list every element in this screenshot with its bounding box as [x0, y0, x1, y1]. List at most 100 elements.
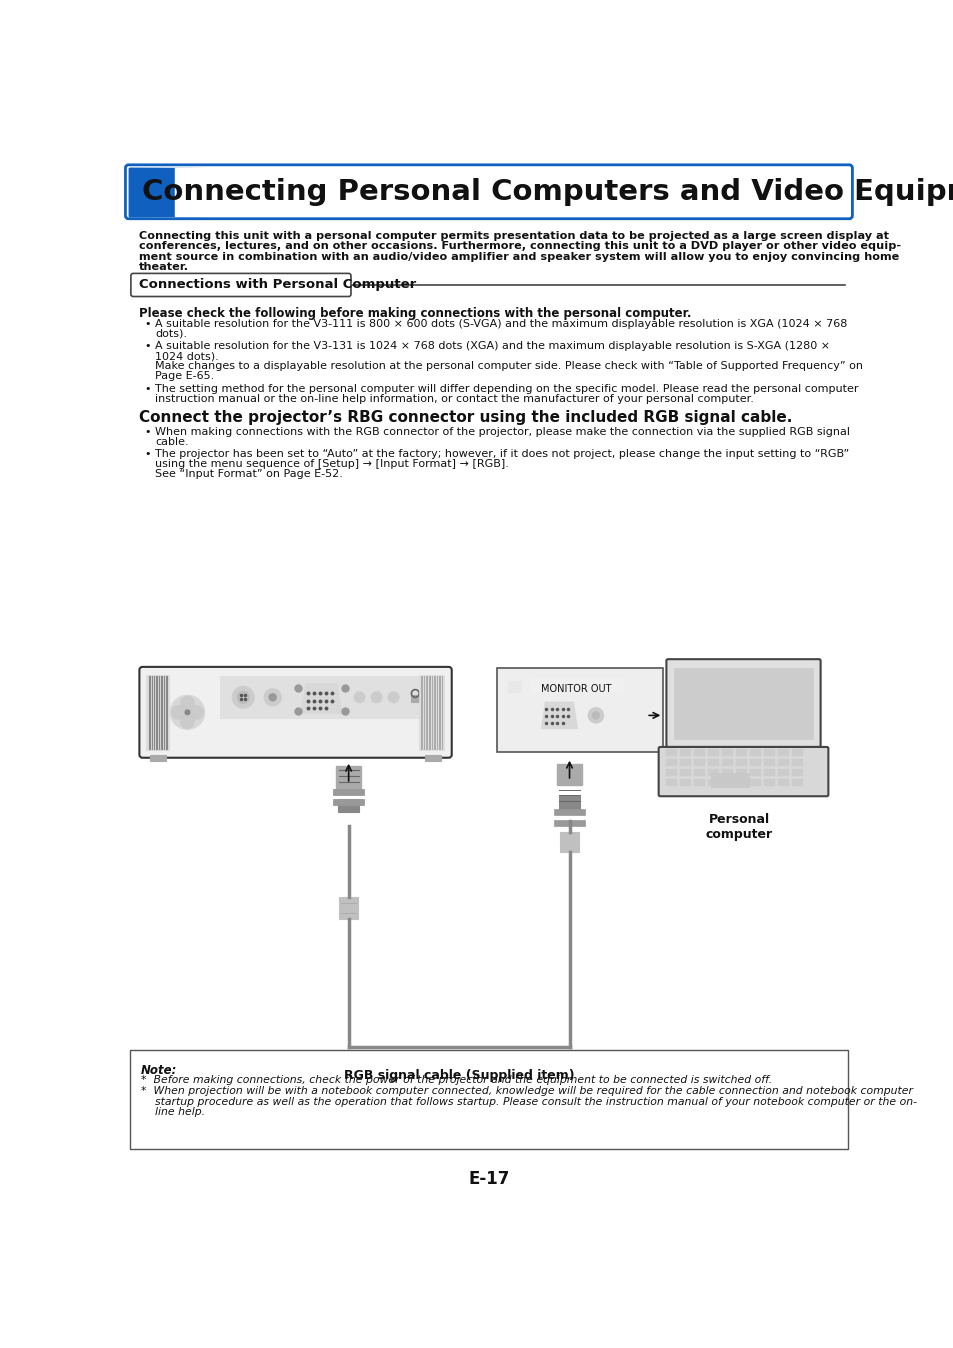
Circle shape — [171, 696, 204, 729]
Bar — [188, 168, 190, 216]
Bar — [151, 168, 152, 216]
Bar — [220, 677, 429, 718]
Bar — [197, 168, 199, 216]
Bar — [136, 168, 137, 216]
Bar — [186, 168, 187, 216]
Bar — [679, 768, 691, 776]
Bar — [159, 168, 160, 216]
Bar — [185, 168, 186, 216]
Bar — [148, 168, 150, 216]
Circle shape — [269, 693, 276, 701]
Bar — [178, 168, 179, 216]
Bar — [679, 759, 691, 766]
Bar — [183, 168, 184, 216]
Bar — [778, 759, 788, 766]
Bar — [179, 168, 180, 216]
Bar — [197, 168, 198, 216]
Bar — [203, 168, 204, 216]
Bar — [134, 168, 135, 216]
Bar — [194, 168, 195, 216]
Bar — [204, 168, 206, 216]
Text: 1024 dots).: 1024 dots). — [154, 352, 218, 361]
Bar — [721, 748, 732, 756]
Bar — [154, 168, 156, 216]
Bar — [778, 768, 788, 776]
Bar — [132, 168, 133, 216]
Bar — [195, 168, 197, 216]
Bar — [710, 774, 748, 787]
Bar — [183, 168, 184, 216]
FancyBboxPatch shape — [658, 747, 827, 797]
Bar — [185, 168, 186, 216]
Bar — [157, 168, 158, 216]
Bar — [174, 168, 175, 216]
Bar — [162, 168, 163, 216]
Bar — [749, 748, 760, 756]
Bar — [206, 168, 207, 216]
Bar — [337, 798, 359, 813]
Bar — [181, 168, 182, 216]
Bar — [167, 168, 168, 216]
Bar — [202, 168, 203, 216]
Bar — [174, 168, 176, 216]
Bar — [160, 168, 162, 216]
Text: Connect the projector’s RBG connector using the included RGB signal cable.: Connect the projector’s RBG connector us… — [138, 410, 791, 425]
Bar — [175, 168, 177, 216]
Bar — [791, 779, 802, 786]
Bar — [201, 168, 202, 216]
Bar — [666, 748, 677, 756]
Bar — [171, 168, 172, 216]
Bar — [168, 168, 169, 216]
Bar — [763, 768, 774, 776]
Bar — [791, 768, 802, 776]
Bar — [187, 168, 188, 216]
Bar — [197, 168, 198, 216]
Text: Note:: Note: — [141, 1064, 177, 1077]
Bar — [721, 779, 732, 786]
Bar — [749, 759, 760, 766]
Bar — [160, 168, 161, 216]
Bar — [172, 168, 173, 216]
Circle shape — [171, 705, 185, 720]
Bar — [147, 168, 148, 216]
Bar — [164, 168, 165, 216]
Bar — [152, 168, 153, 216]
Bar — [141, 168, 142, 216]
Bar — [150, 168, 152, 216]
Bar — [137, 168, 138, 216]
Bar — [162, 168, 163, 216]
Bar — [339, 898, 357, 919]
Bar — [129, 168, 130, 216]
Bar — [187, 168, 188, 216]
Bar — [335, 766, 360, 790]
Bar — [205, 168, 206, 216]
Bar — [142, 168, 143, 216]
Text: The setting method for the personal computer will differ depending on the specif: The setting method for the personal comp… — [154, 384, 858, 394]
Bar — [186, 168, 187, 216]
Bar — [721, 768, 732, 776]
Bar — [200, 168, 201, 216]
Bar — [203, 168, 204, 216]
Bar — [179, 168, 180, 216]
Bar — [172, 168, 174, 216]
Bar — [143, 168, 144, 216]
Bar — [778, 779, 788, 786]
Bar — [199, 168, 200, 216]
Circle shape — [236, 692, 249, 704]
Bar — [145, 168, 146, 216]
Bar — [694, 768, 704, 776]
Bar — [192, 168, 193, 216]
Bar — [156, 168, 157, 216]
Bar — [182, 168, 183, 216]
Bar — [131, 168, 132, 216]
Bar — [679, 779, 691, 786]
Bar — [163, 168, 164, 216]
Bar — [169, 168, 171, 216]
Circle shape — [180, 714, 194, 728]
Bar — [162, 168, 164, 216]
Text: instruction manual or the on-line help information, or contact the manufacturer : instruction manual or the on-line help i… — [154, 394, 753, 403]
Bar — [196, 168, 197, 216]
Bar — [190, 168, 191, 216]
Bar — [190, 168, 192, 216]
Text: Please check the following before making connections with the personal computer.: Please check the following before making… — [138, 306, 690, 319]
